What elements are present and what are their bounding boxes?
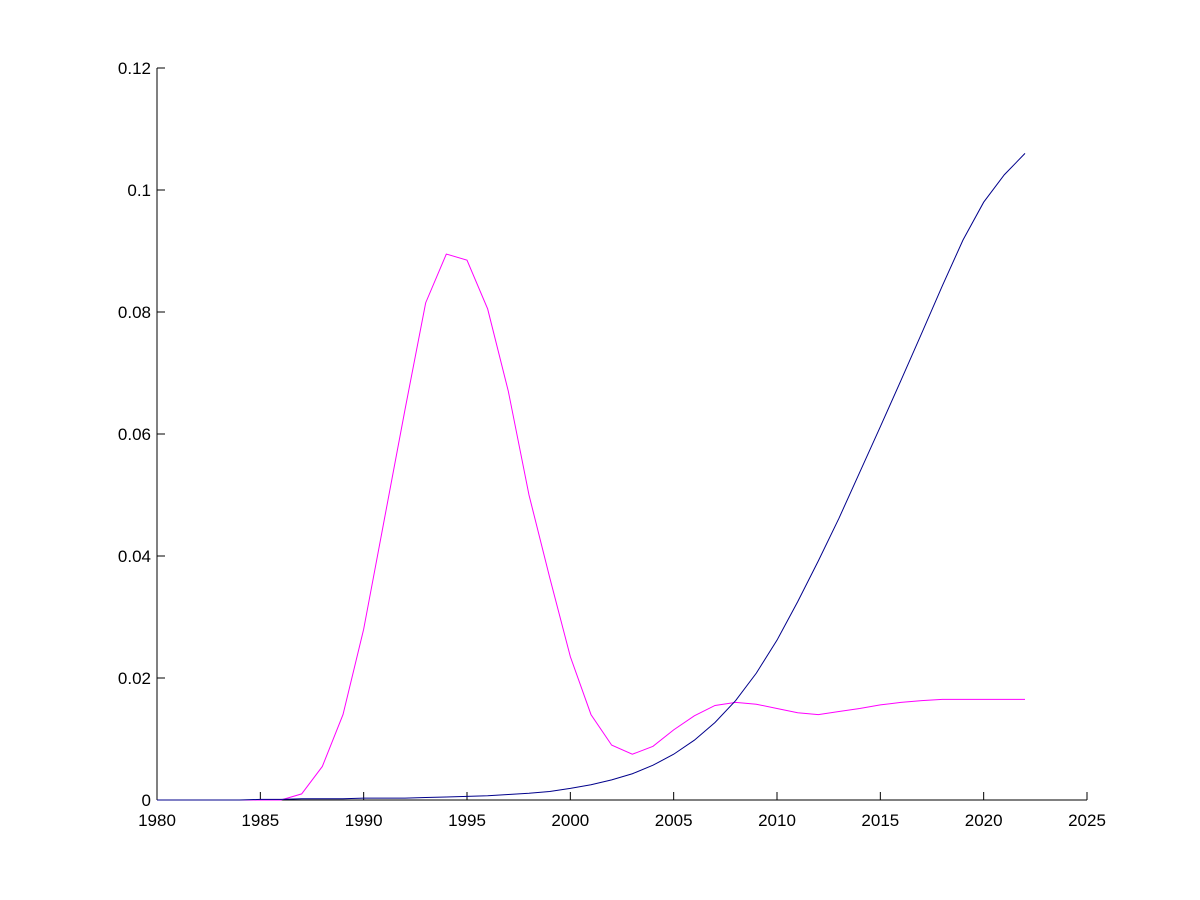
y-tick-label: 0.02	[118, 669, 151, 688]
x-tick-label: 2025	[1068, 811, 1106, 830]
series-line	[157, 153, 1026, 801]
x-tick-label: 2010	[758, 811, 796, 830]
y-tick-label: 0.06	[118, 425, 151, 444]
y-tick-label: 0.04	[118, 547, 151, 566]
x-tick-label: 2000	[551, 811, 589, 830]
x-tick-label: 2020	[965, 811, 1003, 830]
x-tick-label: 1995	[448, 811, 486, 830]
x-tick-label: 1990	[345, 811, 383, 830]
x-tick-label: 2015	[861, 811, 899, 830]
x-tick-label: 1985	[241, 811, 279, 830]
x-tick-label: 2005	[655, 811, 693, 830]
x-tick-label: 1980	[138, 811, 176, 830]
series-line	[157, 253, 1025, 801]
y-tick-label: 0	[142, 791, 151, 810]
y-tick-label: 0.1	[127, 181, 151, 200]
y-tick-label: 0.08	[118, 303, 151, 322]
y-tick-label: 0.12	[118, 59, 151, 78]
